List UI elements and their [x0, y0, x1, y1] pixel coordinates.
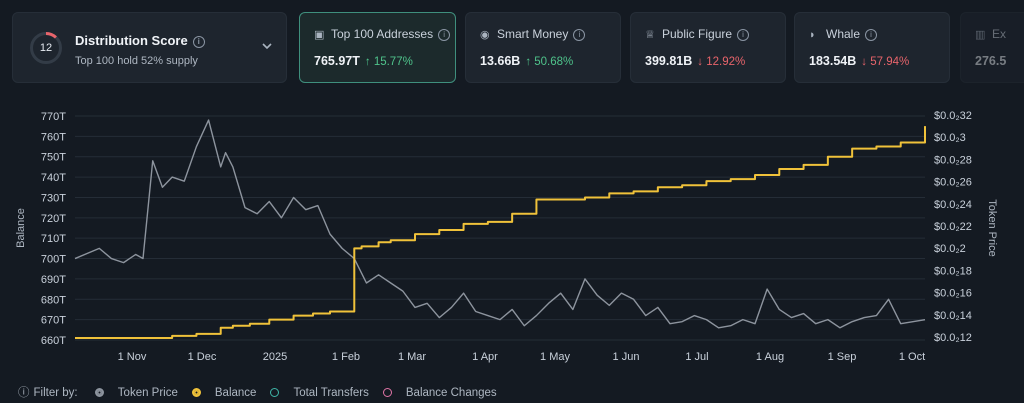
filter-label: Filter by: — [33, 387, 78, 399]
card-value: 399.81B — [645, 54, 693, 68]
y2-tick-label: $0.0₂14 — [934, 310, 972, 322]
filter-item-label: Balance Changes — [405, 387, 497, 399]
y2-tick-label: $0.0₂16 — [934, 288, 972, 300]
info-icon[interactable]: i — [192, 36, 205, 48]
chart-grid — [75, 115, 925, 341]
y-tick-label: 750T — [41, 152, 66, 164]
distribution-score-title: Distribution Score — [75, 33, 188, 48]
y2-axis-label: Token Price — [986, 199, 998, 256]
card-whale[interactable]: ◗ Whale i 183.54B ↓ 57.94% — [794, 12, 950, 83]
x-tick-label: 1 Aug — [756, 351, 784, 363]
info-icon[interactable]: i — [573, 29, 586, 41]
legend-dot-icon — [270, 388, 280, 397]
y2-tick-label: $0.0₂12 — [934, 332, 972, 344]
y2-tick-label: $0.0₂28 — [934, 154, 972, 166]
filter-item-label: Balance — [214, 387, 257, 399]
card-value: 765.97T — [314, 54, 360, 68]
card-public-figure[interactable]: ♕ Public Figure i 399.81B ↓ 12.92% — [630, 12, 786, 83]
y2-tick-label: $0.0₂2 — [934, 243, 966, 255]
x-tick-label: 1 Dec — [188, 351, 217, 363]
y-tick-label: 670T — [41, 315, 66, 327]
x-tick-label: 1 Mar — [398, 351, 426, 363]
x-tick-label: 1 Jun — [613, 351, 640, 363]
change-badge: ↑ 50.68% — [525, 56, 574, 68]
public-figure-icon: ♕ — [645, 29, 655, 41]
info-icon[interactable]: i — [737, 29, 750, 41]
chevron-down-icon[interactable] — [260, 39, 274, 53]
x-tick-label: 1 Jul — [685, 351, 708, 363]
card-value: 13.66B — [480, 54, 521, 68]
y2-tick-label: $0.0₂24 — [934, 199, 972, 211]
card-top-100-addresses[interactable]: ▣ Top 100 Addresses i 765.97T ↑ 15.77% — [299, 12, 456, 83]
wallet-icon: ▣ — [314, 29, 325, 41]
filter-item-balance[interactable]: Balance — [191, 387, 257, 399]
y-tick-label: 680T — [41, 294, 66, 306]
series-lines — [74, 119, 926, 339]
y-axis-left: 660T 670T 680T 690T 700T 710T 720T 730T 740T 750T… — [41, 111, 66, 347]
card-exchange[interactable]: ▥ Ex 276.5 — [960, 12, 1024, 83]
y2-tick-label: $0.0₂3 — [934, 132, 966, 144]
exchange-icon: ▥ — [975, 29, 986, 41]
y2-tick-label: $0.0₂18 — [934, 265, 972, 277]
filter-item-balance-changes[interactable]: Balance Changes — [382, 387, 497, 399]
y-tick-label: 660T — [41, 335, 66, 347]
y-axis-label: Balance — [15, 208, 27, 248]
change-badge: ↓ 12.92% — [697, 56, 746, 68]
x-tick-label: 1 Oct — [899, 351, 925, 363]
card-value: 183.54B — [809, 54, 857, 68]
balance-price-chart[interactable]: 660T 670T 680T 690T 700T 710T 720T 730T 740T 750T… — [0, 98, 1024, 380]
y-tick-label: 710T — [41, 233, 66, 245]
smart-money-icon: ◉ — [480, 29, 490, 41]
y-axis-right: $0.0₂12 $0.0₂14 $0.0₂16 $0.0₂18 $0.0₂2 $0.0₂2… — [934, 110, 972, 344]
filter-item-label: Token Price — [117, 387, 178, 399]
card-value: 276.5 — [975, 54, 1007, 68]
filter-info-icon[interactable]: ⓘ — [18, 387, 30, 399]
y2-tick-label: $0.0₂32 — [934, 110, 972, 122]
x-tick-label: 2025 — [263, 351, 287, 363]
legend-dot-icon — [94, 388, 104, 397]
token-price-line — [74, 119, 926, 329]
y-tick-label: 740T — [41, 172, 66, 184]
balance-line — [75, 126, 926, 339]
filter-item-label: Total Transfers — [293, 387, 369, 399]
change-badge: ↑ 15.77% — [364, 56, 413, 68]
x-tick-label: 1 Feb — [332, 351, 360, 363]
whale-icon: ◗ — [809, 29, 816, 41]
x-tick-label: 1 Nov — [118, 351, 147, 363]
legend-dot-icon — [191, 388, 201, 397]
distribution-score-ring — [30, 32, 62, 64]
y2-tick-label: $0.0₂26 — [934, 177, 972, 189]
change-badge: ↓ 57.94% — [861, 56, 910, 68]
metric-cards: 12 Distribution Score i Top 100 hold 52% … — [12, 12, 1024, 85]
y-tick-label: 730T — [41, 192, 66, 204]
x-tick-label: 1 Apr — [472, 351, 498, 363]
info-icon[interactable]: i — [438, 29, 451, 41]
legend-dot-icon — [382, 388, 392, 397]
y-tick-label: 720T — [41, 213, 66, 225]
y2-tick-label: $0.0₂22 — [934, 221, 972, 233]
distribution-score-subtitle: Top 100 hold 52% supply — [75, 55, 198, 67]
info-icon[interactable]: i — [865, 29, 878, 41]
chart-filter: ⓘ Filter by: Token Price Balance Total Tran… — [18, 384, 525, 400]
distribution-score-card[interactable]: 12 Distribution Score i Top 100 hold 52% … — [12, 12, 287, 83]
y-tick-label: 700T — [41, 254, 66, 266]
filter-item-token-price[interactable]: Token Price — [94, 387, 178, 399]
x-tick-label: 1 Sep — [828, 351, 857, 363]
y-tick-label: 760T — [41, 131, 66, 143]
y-tick-label: 770T — [41, 111, 66, 123]
card-smart-money[interactable]: ◉ Smart Money i 13.66B ↑ 50.68% — [465, 12, 621, 83]
y-tick-label: 690T — [41, 274, 66, 286]
filter-item-total-transfers[interactable]: Total Transfers — [270, 387, 369, 399]
distribution-score-value: 12 — [39, 42, 53, 54]
x-tick-label: 1 May — [540, 351, 570, 363]
x-axis: 1 Nov 1 Dec 2025 1 Feb 1 Mar 1 Apr 1 May 1 Jun 1… — [118, 351, 926, 363]
